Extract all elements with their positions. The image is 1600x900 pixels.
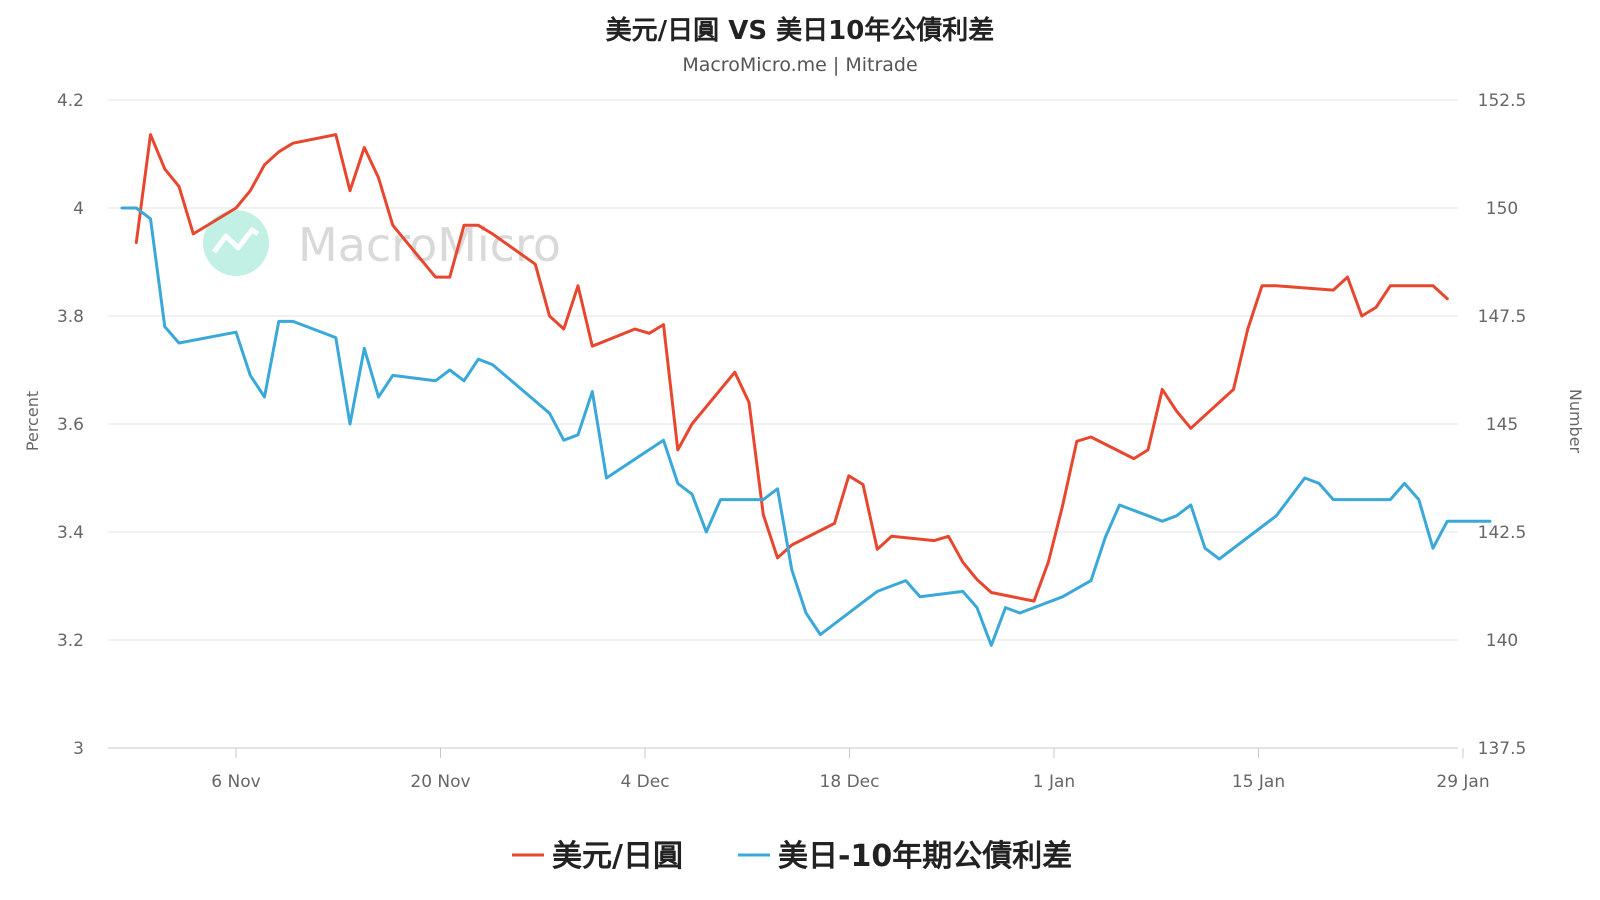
legend-label-usdjpy: 美元/日圓 (552, 839, 683, 874)
left-tick-label: 3.2 (57, 631, 84, 651)
chart-title: 美元/日圓 VS 美日10年公債利差 (605, 16, 995, 46)
grid (108, 99, 1458, 749)
right-tick-label: 150 (1486, 199, 1518, 219)
legend-item-spread[interactable]: 美日-10年期公債利差 (738, 839, 1072, 874)
right-tick-label: 152.5 (1478, 91, 1527, 111)
x-tick-label: 20 Nov (410, 772, 470, 792)
watermark: MacroMicro (203, 210, 561, 276)
legend-label-spread: 美日-10年期公債利差 (778, 839, 1072, 874)
x-axis: 6 Nov 20 Nov 4 Dec 18 Dec 1 Jan 15 Jan 29 Jan (211, 748, 1490, 792)
left-tick-label: 3.4 (57, 523, 84, 543)
left-axis: 3 3.2 3.4 3.6 3.8 4 4.2 (57, 91, 84, 759)
x-tick-label: 4 Dec (620, 772, 669, 792)
x-tick-label: 29 Jan (1436, 772, 1489, 792)
series-line-1 (120, 206, 1492, 647)
right-tick-label: 147.5 (1478, 307, 1527, 327)
chart-subtitle: MacroMicro.me | Mitrade (682, 54, 918, 76)
left-tick-label: 3.8 (57, 307, 84, 327)
x-tick-label: 1 Jan (1033, 772, 1075, 792)
left-tick-label: 4 (73, 199, 84, 219)
right-tick-label: 145 (1486, 415, 1518, 435)
right-tick-label: 140 (1486, 631, 1518, 651)
x-tick-label: 18 Dec (820, 772, 880, 792)
watermark-text: MacroMicro (298, 218, 561, 272)
left-axis-title: Percent (23, 391, 42, 451)
x-tick-label: 15 Jan (1232, 772, 1285, 792)
legend: 美元/日圓 美日-10年期公債利差 (512, 839, 1072, 874)
left-tick-label: 4.2 (57, 91, 84, 111)
series-layer (120, 133, 1492, 647)
left-tick-label: 3 (73, 739, 84, 759)
right-tick-label: 137.5 (1478, 739, 1527, 759)
x-tick-label: 6 Nov (211, 772, 260, 792)
legend-item-usdjpy[interactable]: 美元/日圓 (512, 839, 683, 874)
right-axis: 137.5 140 142.5 145 147.5 150 152.5 (1478, 91, 1527, 759)
right-axis-title: Number (1566, 389, 1585, 454)
right-tick-label: 142.5 (1478, 523, 1527, 543)
left-tick-label: 3.6 (57, 415, 84, 435)
series-line-0 (134, 133, 1449, 603)
